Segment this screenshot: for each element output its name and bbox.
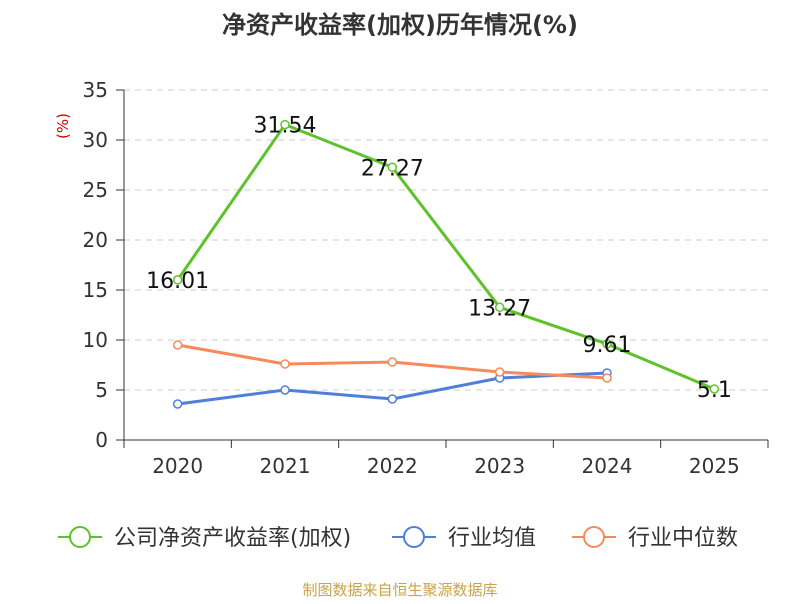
x-tick-label: 2020 [152,454,203,478]
legend-label: 行业中位数 [628,526,738,551]
chart-title: 净资产收益率(加权)历年情况(%) [222,11,578,39]
x-tick-label: 2021 [260,454,311,478]
data-label: 16.01 [146,269,209,294]
y-tick-label: 35 [83,78,108,102]
y-tick-label: 5 [95,378,108,402]
data-point[interactable] [602,339,612,349]
data-point[interactable] [709,384,720,394]
legend-item-1[interactable]: 行业均值 [392,526,536,551]
data-point[interactable] [172,340,183,350]
y-axis-unit-label: (%) [54,113,72,139]
y-tick-label: 25 [83,178,108,202]
legend-label: 行业均值 [448,526,536,551]
data-point[interactable] [387,162,398,173]
data-point[interactable] [172,275,183,285]
data-label: 31.54 [254,114,317,139]
legend-label: 公司净资产收益率(加权) [114,526,351,551]
legend-item-0[interactable]: 公司净资产收益率(加权) [58,526,351,551]
data-point[interactable] [172,399,183,409]
data-point[interactable] [494,302,505,313]
data-point[interactable] [280,359,290,369]
legend-item-2[interactable]: 行业中位数 [572,526,738,551]
x-tick-label: 2025 [689,454,740,478]
y-tick-label: 30 [83,128,108,152]
x-tick-label: 2024 [582,454,633,478]
x-tick-label: 2022 [367,454,418,478]
y-tick-label: 20 [83,228,108,252]
data-label: 13.27 [468,296,531,321]
data-point[interactable] [387,357,398,367]
data-point[interactable] [387,394,398,404]
data-source-footer: 制图数据来自恒生聚源数据库 [302,581,497,599]
data-label: 5.1 [697,378,732,403]
data-label: 27.27 [361,156,424,181]
data-point[interactable] [280,385,290,395]
legend[interactable]: 公司净资产收益率(加权) 行业均值 行业中位数 [58,526,738,551]
y-tick-label: 0 [95,428,108,452]
data-label: 9.61 [583,333,632,358]
legend-marker [69,526,91,548]
legend-marker [583,526,605,548]
series-lines [172,119,720,409]
x-tick-label: 2023 [474,454,525,478]
data-labels: 16.01 31.54 27.27 13.27 9.61 5.1 [146,114,732,403]
data-point[interactable] [280,119,290,130]
series-line-0 [176,123,715,391]
legend-marker [403,526,425,548]
data-point[interactable] [494,367,505,377]
y-tick-label: 10 [83,328,108,352]
grid-lines [124,89,768,391]
data-point[interactable] [602,373,612,383]
y-tick-label: 15 [83,278,108,302]
